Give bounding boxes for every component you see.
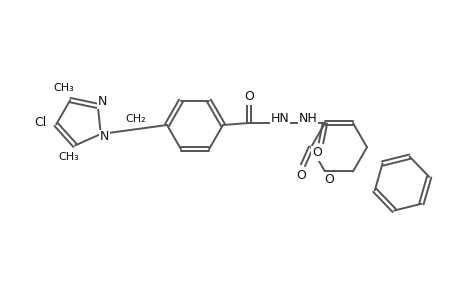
Text: HN: HN [270, 112, 289, 125]
Text: O: O [323, 173, 333, 186]
Text: CH₂: CH₂ [125, 115, 146, 124]
Text: NH: NH [298, 112, 317, 125]
Text: O: O [296, 169, 305, 182]
Text: N: N [98, 95, 107, 108]
Text: CH₃: CH₃ [58, 152, 79, 163]
Text: N: N [100, 130, 109, 143]
Text: O: O [311, 146, 321, 160]
Text: CH₃: CH₃ [54, 83, 74, 93]
Text: O: O [244, 91, 253, 103]
Text: Cl: Cl [34, 116, 46, 129]
